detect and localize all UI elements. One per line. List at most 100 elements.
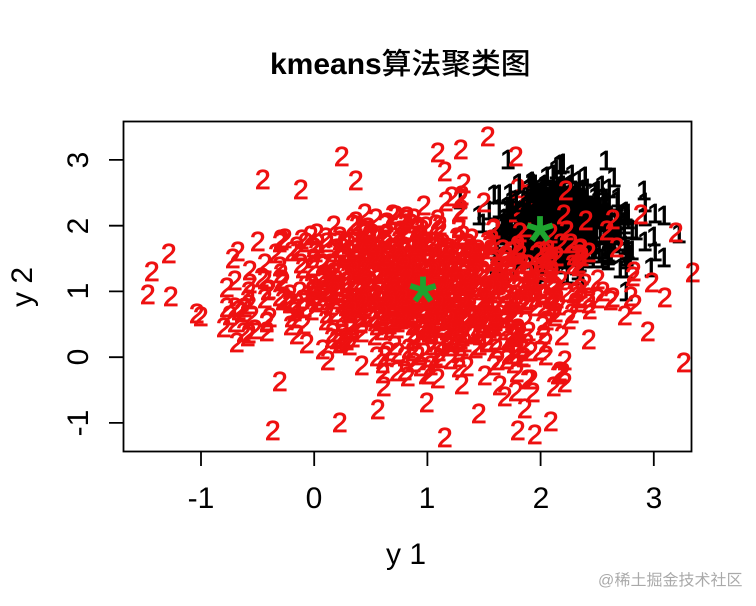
svg-text:2: 2 <box>523 270 539 301</box>
svg-text:1: 1 <box>594 243 610 274</box>
svg-text:1: 1 <box>550 216 566 247</box>
svg-text:1: 1 <box>573 206 589 237</box>
svg-text:1: 1 <box>521 195 537 226</box>
svg-text:1: 1 <box>525 196 541 227</box>
svg-text:1: 1 <box>559 221 575 252</box>
svg-text:1: 1 <box>559 209 575 240</box>
svg-text:1: 1 <box>567 233 583 264</box>
svg-text:1: 1 <box>561 193 577 224</box>
svg-text:1: 1 <box>575 201 591 232</box>
svg-text:1: 1 <box>576 228 592 259</box>
svg-text:1: 1 <box>547 230 563 261</box>
svg-text:1: 1 <box>552 223 568 254</box>
svg-text:1: 1 <box>589 200 605 231</box>
svg-text:1: 1 <box>563 191 579 222</box>
svg-text:1: 1 <box>502 178 518 209</box>
svg-text:1: 1 <box>606 228 622 259</box>
svg-text:2: 2 <box>435 285 451 316</box>
svg-text:1: 1 <box>588 181 604 212</box>
svg-text:1: 1 <box>618 196 634 227</box>
svg-text:1: 1 <box>592 194 608 225</box>
svg-text:1: 1 <box>542 194 558 225</box>
svg-text:1: 1 <box>554 227 570 258</box>
svg-text:1: 1 <box>575 214 591 245</box>
svg-text:2: 2 <box>453 134 469 165</box>
svg-text:1: 1 <box>637 226 653 257</box>
svg-text:2: 2 <box>430 204 446 235</box>
svg-text:1: 1 <box>568 202 584 233</box>
svg-text:1: 1 <box>551 230 567 261</box>
svg-text:1: 1 <box>546 237 562 268</box>
svg-text:2: 2 <box>257 248 273 279</box>
svg-text:2: 2 <box>247 314 263 345</box>
svg-text:1: 1 <box>597 204 613 235</box>
svg-text:1: 1 <box>545 238 561 269</box>
svg-text:2: 2 <box>189 298 205 329</box>
svg-text:1: 1 <box>595 182 611 213</box>
svg-text:1: 1 <box>561 216 577 247</box>
svg-text:2: 2 <box>380 336 396 367</box>
svg-text:1: 1 <box>620 234 636 265</box>
svg-text:1: 1 <box>560 237 576 268</box>
svg-text:3: 3 <box>646 482 663 515</box>
svg-text:1: 1 <box>618 276 634 307</box>
svg-text:2: 2 <box>437 422 453 453</box>
svg-text:2: 2 <box>471 398 487 429</box>
svg-text:1: 1 <box>517 243 533 274</box>
svg-text:1: 1 <box>537 174 553 205</box>
svg-text:1: 1 <box>569 205 585 236</box>
svg-text:1: 1 <box>579 209 595 240</box>
svg-text:1: 1 <box>603 201 619 232</box>
svg-text:1: 1 <box>550 209 566 240</box>
svg-text:1: 1 <box>561 220 577 251</box>
svg-text:1: 1 <box>559 259 575 290</box>
svg-text:1: 1 <box>560 210 576 241</box>
svg-text:1: 1 <box>526 184 542 215</box>
svg-text:1: 1 <box>518 230 534 261</box>
svg-text:1: 1 <box>578 186 594 217</box>
svg-text:1: 1 <box>582 209 598 240</box>
svg-text:2: 2 <box>332 407 348 438</box>
svg-text:1: 1 <box>553 191 569 222</box>
svg-text:1: 1 <box>512 241 528 272</box>
svg-text:1: 1 <box>578 201 594 232</box>
svg-text:2: 2 <box>272 366 288 397</box>
svg-text:1: 1 <box>560 218 576 249</box>
svg-text:1: 1 <box>511 168 527 199</box>
svg-text:2: 2 <box>605 282 621 313</box>
svg-text:2: 2 <box>480 121 496 152</box>
svg-text:1: 1 <box>566 196 582 227</box>
svg-text:2: 2 <box>296 309 312 340</box>
svg-text:1: 1 <box>513 194 529 225</box>
svg-text:1: 1 <box>545 159 561 190</box>
svg-text:1: 1 <box>525 195 541 226</box>
svg-text:1: 1 <box>555 228 571 259</box>
svg-text:1: 1 <box>542 174 558 205</box>
svg-text:1: 1 <box>624 235 640 266</box>
svg-text:1: 1 <box>583 192 599 223</box>
svg-text:1: 1 <box>580 235 596 266</box>
svg-text:1: 1 <box>545 209 561 240</box>
svg-text:1: 1 <box>575 214 591 245</box>
svg-text:1: 1 <box>557 204 573 235</box>
svg-text:2: 2 <box>569 276 585 307</box>
svg-text:2: 2 <box>506 282 522 313</box>
svg-text:1: 1 <box>471 200 487 231</box>
svg-text:1: 1 <box>571 233 587 264</box>
svg-text:1: 1 <box>574 222 590 253</box>
svg-text:1: 1 <box>551 200 567 231</box>
svg-text:1: 1 <box>529 181 545 212</box>
svg-text:1: 1 <box>576 184 592 215</box>
svg-text:1: 1 <box>500 203 516 234</box>
svg-text:1: 1 <box>643 252 659 283</box>
svg-text:2: 2 <box>685 257 701 288</box>
svg-text:1: 1 <box>553 163 569 194</box>
svg-text:1: 1 <box>516 199 532 230</box>
svg-text:2: 2 <box>265 415 281 446</box>
svg-text:1: 1 <box>579 208 595 239</box>
svg-text:1: 1 <box>547 188 563 219</box>
svg-text:1: 1 <box>552 209 568 240</box>
svg-text:1: 1 <box>491 193 507 224</box>
svg-text:1: 1 <box>534 172 550 203</box>
svg-text:1: 1 <box>611 226 627 257</box>
